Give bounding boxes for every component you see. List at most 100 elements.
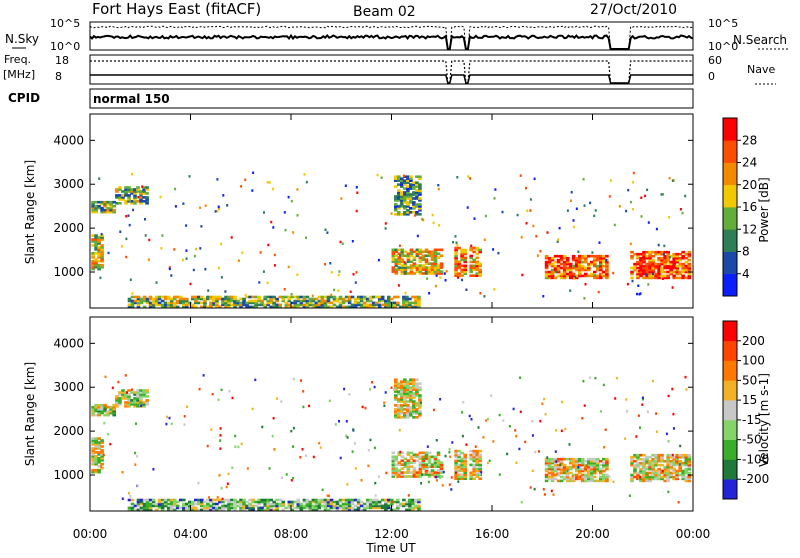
heatmap-cell xyxy=(605,264,609,268)
heatmap-cell xyxy=(675,473,679,477)
heatmap-cell xyxy=(415,455,420,459)
heatmap-cell xyxy=(103,200,107,204)
heatmap-cell xyxy=(602,457,606,461)
heatmap-cell xyxy=(424,250,429,254)
heatmap-cell xyxy=(94,258,98,261)
heatmap-cell xyxy=(347,297,352,301)
heatmap-cell xyxy=(439,463,444,466)
heatmap-cell xyxy=(639,264,643,268)
heatmap-cell xyxy=(454,473,458,477)
heatmap-cell xyxy=(100,252,104,255)
heatmap-cell xyxy=(439,471,444,474)
heatmap-cell xyxy=(409,400,413,403)
heatmap-cell xyxy=(412,467,417,470)
heatmap-cell xyxy=(648,461,652,465)
heatmap-cell xyxy=(154,299,159,303)
heatmap-cell xyxy=(547,467,552,471)
heatmap-cell xyxy=(580,467,585,471)
heatmap-cell xyxy=(329,504,334,508)
heatmap-cell xyxy=(660,453,664,457)
heatmap-cell xyxy=(547,463,552,467)
heatmap-cell xyxy=(455,241,458,244)
heatmap-cell xyxy=(406,412,410,415)
heatmap-cell xyxy=(684,260,689,264)
heatmap-cell xyxy=(326,305,331,309)
heatmap-cell xyxy=(115,403,119,406)
heatmap-cell xyxy=(355,186,358,189)
heatmap-cell xyxy=(666,453,670,457)
heatmap-cell xyxy=(640,215,643,218)
heatmap-cell xyxy=(580,274,585,278)
heatmap-cell xyxy=(275,303,279,307)
heatmap-cell xyxy=(100,466,104,470)
heatmap-cell xyxy=(254,295,258,299)
heatmap-cell xyxy=(124,403,128,406)
heatmap-cell xyxy=(678,276,682,280)
heatmap-cell xyxy=(519,410,522,414)
heatmap-cell xyxy=(433,248,438,252)
heatmap-cell xyxy=(94,447,98,450)
heatmap-cell xyxy=(531,434,534,437)
heatmap-cell xyxy=(556,258,561,262)
heatmap-cell xyxy=(103,403,107,407)
heatmap-cell xyxy=(684,256,689,260)
heatmap-cell xyxy=(663,264,667,268)
heatmap-cell xyxy=(347,299,352,303)
heatmap-cell xyxy=(100,441,104,444)
heatmap-cell xyxy=(559,475,564,479)
heatmap-cell xyxy=(397,258,402,261)
heatmap-cell xyxy=(305,236,307,239)
heatmap-cell xyxy=(403,211,407,214)
heatmap-cell xyxy=(454,254,458,258)
heatmap-cell xyxy=(394,378,398,381)
heatmap-cell xyxy=(160,508,165,512)
heatmap-cell xyxy=(405,508,409,512)
heatmap-cell xyxy=(593,214,596,218)
heatmap-cell xyxy=(463,475,467,478)
heatmap-cell xyxy=(203,506,207,510)
heatmap-cell xyxy=(387,500,391,504)
heatmap-cell xyxy=(421,451,426,455)
heatmap-cell xyxy=(602,383,605,387)
heatmap-cell xyxy=(377,297,382,301)
heatmap-cell xyxy=(420,482,423,485)
heatmap-cell xyxy=(365,504,370,508)
heatmap-cell xyxy=(433,272,438,275)
heatmap-cell xyxy=(544,461,549,465)
heatmap-cell xyxy=(642,461,646,465)
heatmap-cell xyxy=(636,475,640,479)
heatmap-cell xyxy=(463,250,467,254)
heatmap-cell xyxy=(657,256,661,260)
heatmap-cell xyxy=(645,455,649,459)
heatmap-cell xyxy=(242,506,246,510)
heatmap-cell xyxy=(559,459,564,463)
heatmap-cell xyxy=(142,395,146,398)
heatmap-cell xyxy=(403,384,407,387)
heatmap-cell xyxy=(636,260,640,264)
heatmap-cell xyxy=(280,476,283,479)
heatmap-cell xyxy=(278,305,282,309)
heatmap-cell xyxy=(602,260,606,264)
heatmap-cell xyxy=(236,301,240,305)
heatmap-cell xyxy=(463,252,467,256)
heatmap-cell xyxy=(287,305,292,309)
heatmap-cell xyxy=(406,410,410,413)
heatmap-cell xyxy=(605,459,609,463)
heatmap-cell xyxy=(672,274,676,278)
heatmap-cell xyxy=(397,409,400,412)
heatmap-cell xyxy=(397,268,402,271)
heatmap-cell xyxy=(202,374,205,377)
heatmap-cell xyxy=(182,506,186,510)
heatmap-cell xyxy=(360,479,363,482)
heatmap-cell xyxy=(94,244,98,247)
heatmap-cell xyxy=(272,502,276,506)
heatmap-cell xyxy=(245,303,249,307)
heatmap-cell xyxy=(163,295,168,299)
heatmap-cell xyxy=(157,303,162,307)
heatmap-cell xyxy=(411,305,415,309)
heatmap-cell xyxy=(340,197,343,200)
heatmap-cell xyxy=(402,299,406,303)
heatmap-cell xyxy=(117,380,120,384)
heatmap-cell xyxy=(630,270,634,274)
heatmap-cell xyxy=(364,406,367,410)
